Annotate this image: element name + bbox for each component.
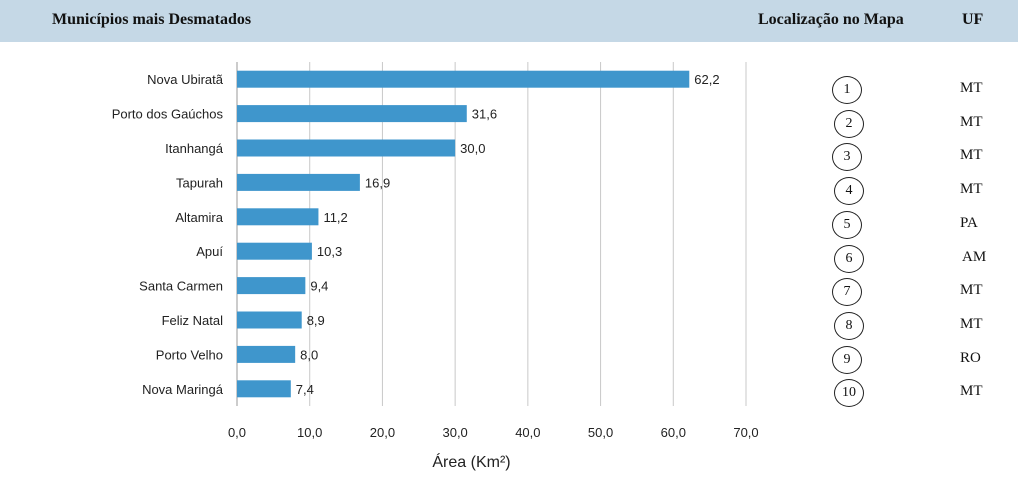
data-label: 30,0 bbox=[460, 141, 485, 156]
category-label: Itanhangá bbox=[165, 141, 224, 156]
map-column-header: Localização no Mapa bbox=[758, 11, 904, 28]
uf-value: MT bbox=[960, 113, 983, 130]
x-tick-label: 30,0 bbox=[442, 425, 467, 440]
map-location-marker: 3 bbox=[832, 143, 862, 172]
uf-value: MT bbox=[960, 80, 983, 96]
category-label: Apuí bbox=[196, 244, 223, 259]
category-label: Feliz Natal bbox=[162, 313, 224, 328]
map-location-marker: 4 bbox=[834, 177, 864, 206]
bar bbox=[237, 208, 319, 226]
map-location-marker: 9 bbox=[832, 345, 862, 374]
bar bbox=[237, 173, 360, 191]
bar bbox=[237, 277, 306, 295]
page-title: Municípios mais Desmatados bbox=[52, 11, 252, 28]
category-label: Nova Ubiratã bbox=[147, 72, 224, 87]
x-tick-label: 70,0 bbox=[733, 425, 758, 440]
map-location-marker: 8 bbox=[834, 311, 864, 340]
bar bbox=[237, 139, 456, 157]
data-label: 8,9 bbox=[307, 313, 325, 328]
bar bbox=[237, 311, 302, 329]
x-tick-label: 40,0 bbox=[515, 425, 540, 440]
x-tick-label: 50,0 bbox=[588, 425, 613, 440]
header-bar: Municípios mais Desmatados Localização n… bbox=[0, 0, 1018, 42]
bar bbox=[237, 380, 291, 398]
category-label: Santa Carmen bbox=[139, 279, 223, 294]
data-label: 9,4 bbox=[310, 279, 328, 294]
category-label: Nova Maringá bbox=[142, 382, 224, 397]
map-location-marker: 1 bbox=[832, 76, 862, 104]
data-label: 10,3 bbox=[317, 244, 342, 259]
map-location-marker: 10 bbox=[834, 379, 864, 408]
uf-value: MT bbox=[960, 147, 983, 164]
category-label: Altamira bbox=[175, 210, 223, 225]
map-location-marker: 6 bbox=[834, 244, 864, 273]
x-axis-title: Área (Km²) bbox=[432, 452, 510, 471]
bar bbox=[237, 70, 690, 88]
uf-column-header: UF bbox=[962, 11, 984, 28]
map-location-marker: 2 bbox=[834, 109, 864, 138]
data-label: 31,6 bbox=[472, 107, 497, 122]
data-label: 7,4 bbox=[296, 382, 314, 397]
bar bbox=[237, 242, 312, 260]
uf-value: RO bbox=[960, 349, 981, 366]
uf-value: MT bbox=[960, 181, 983, 198]
x-tick-label: 0,0 bbox=[228, 425, 246, 440]
map-location-marker: 5 bbox=[832, 210, 862, 239]
category-label: Porto dos Gaúchos bbox=[112, 107, 224, 122]
uf-value: PA bbox=[960, 214, 978, 231]
x-tick-label: 20,0 bbox=[370, 425, 395, 440]
uf-value: MT bbox=[960, 315, 983, 332]
category-label: Porto Velho bbox=[156, 347, 223, 362]
data-label: 8,0 bbox=[300, 347, 318, 362]
data-label: 11,2 bbox=[323, 210, 347, 225]
map-location-marker: 7 bbox=[832, 278, 862, 307]
uf-value: AM bbox=[962, 248, 987, 265]
bar bbox=[237, 105, 467, 123]
data-label: 16,9 bbox=[365, 175, 390, 190]
bar bbox=[237, 345, 296, 363]
data-label: 62,2 bbox=[694, 72, 719, 87]
x-tick-label: 10,0 bbox=[297, 425, 322, 440]
uf-value: MT bbox=[960, 282, 983, 299]
uf-value: MT bbox=[960, 383, 983, 400]
x-tick-label: 60,0 bbox=[661, 425, 686, 440]
category-label: Tapurah bbox=[176, 175, 223, 190]
